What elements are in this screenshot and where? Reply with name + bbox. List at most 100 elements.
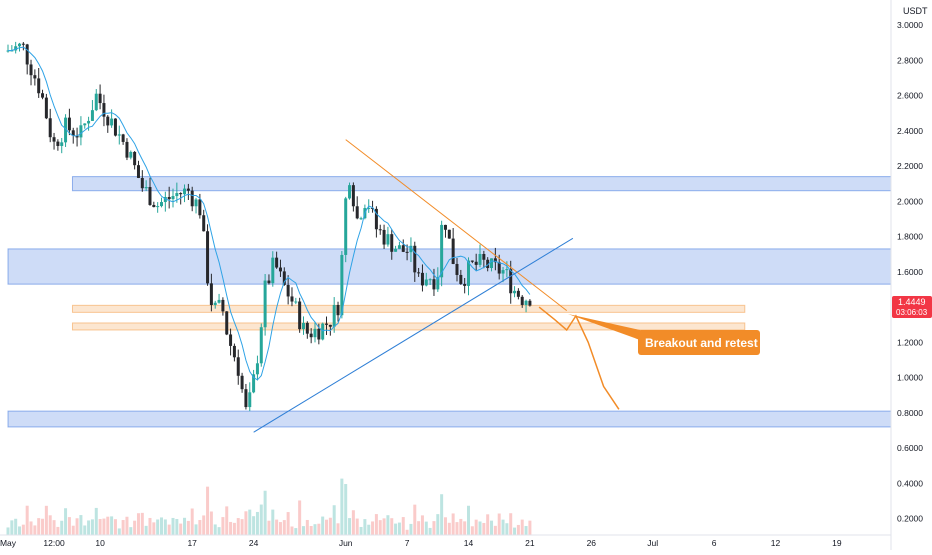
candle-body[interactable] xyxy=(351,185,355,207)
candle-body[interactable] xyxy=(75,135,79,138)
candle-body[interactable] xyxy=(390,234,394,252)
candle-body[interactable] xyxy=(198,199,202,216)
candle-body[interactable] xyxy=(470,260,474,262)
candle-body[interactable] xyxy=(505,269,509,271)
candle-body[interactable] xyxy=(236,357,240,376)
candle-body[interactable] xyxy=(493,258,497,263)
candle-body[interactable] xyxy=(497,262,501,274)
candle-body[interactable] xyxy=(98,93,102,104)
candle-body[interactable] xyxy=(298,301,302,330)
candle-body[interactable] xyxy=(463,283,467,286)
zone-band[interactable] xyxy=(71,322,746,331)
candle-body[interactable] xyxy=(206,231,210,284)
candle-body[interactable] xyxy=(424,279,428,286)
candle-body[interactable] xyxy=(301,322,305,330)
candle-body[interactable] xyxy=(140,177,144,189)
candle-body[interactable] xyxy=(374,208,378,230)
candle-body[interactable] xyxy=(133,151,137,166)
candle-body[interactable] xyxy=(183,188,187,195)
candle-body[interactable] xyxy=(382,229,386,245)
candle-body[interactable] xyxy=(87,120,91,124)
candle-body[interactable] xyxy=(148,187,152,205)
candle-body[interactable] xyxy=(344,198,348,255)
candle-body[interactable] xyxy=(371,207,375,209)
candle-body[interactable] xyxy=(160,202,163,207)
candle-body[interactable] xyxy=(83,123,87,126)
candle-body[interactable] xyxy=(420,272,424,286)
candle-body[interactable] xyxy=(136,165,140,178)
candle-body[interactable] xyxy=(325,323,329,325)
candle-body[interactable] xyxy=(417,272,421,274)
candle-body[interactable] xyxy=(171,196,175,200)
candle-body[interactable] xyxy=(501,270,505,274)
candle-body[interactable] xyxy=(79,125,83,138)
candle-body[interactable] xyxy=(432,279,436,290)
candle-body[interactable] xyxy=(459,274,463,284)
candle-body[interactable] xyxy=(213,302,217,306)
candle-body[interactable] xyxy=(225,311,229,335)
candle-body[interactable] xyxy=(33,75,37,79)
candle-body[interactable] xyxy=(455,263,459,275)
candle-body[interactable] xyxy=(367,207,371,209)
annotation-callout[interactable]: Breakout and retest xyxy=(568,314,760,355)
candle-body[interactable] xyxy=(278,267,282,272)
candle-body[interactable] xyxy=(18,43,22,47)
candle-body[interactable] xyxy=(486,259,490,269)
candle-body[interactable] xyxy=(67,117,71,131)
candle-body[interactable] xyxy=(305,322,309,334)
candle-body[interactable] xyxy=(294,301,298,303)
candle-body[interactable] xyxy=(29,64,33,76)
candle-body[interactable] xyxy=(513,290,517,294)
candle-body[interactable] xyxy=(348,185,352,199)
candle-body[interactable] xyxy=(359,218,363,220)
candle-body[interactable] xyxy=(229,334,233,346)
candle-body[interactable] xyxy=(106,116,110,126)
candle-body[interactable] xyxy=(328,324,332,327)
candle-body[interactable] xyxy=(25,44,29,65)
candle-body[interactable] xyxy=(252,374,256,393)
candle-body[interactable] xyxy=(290,296,294,302)
trendline[interactable] xyxy=(345,139,568,312)
candle-body[interactable] xyxy=(321,323,325,340)
candle-body[interactable] xyxy=(255,363,259,375)
candle-body[interactable] xyxy=(163,196,167,203)
candle-body[interactable] xyxy=(332,304,336,327)
candle-body[interactable] xyxy=(37,78,41,94)
candle-body[interactable] xyxy=(275,257,279,268)
candle-body[interactable] xyxy=(152,204,156,208)
candle-body[interactable] xyxy=(221,299,225,312)
candle-body[interactable] xyxy=(401,245,405,252)
zone-band[interactable] xyxy=(71,304,746,313)
candle-body[interactable] xyxy=(386,234,390,245)
candle-body[interactable] xyxy=(194,199,198,207)
candle-body[interactable] xyxy=(217,299,221,303)
projection-path[interactable] xyxy=(538,306,620,410)
candle-body[interactable] xyxy=(248,392,252,408)
zone-band[interactable] xyxy=(7,248,892,285)
candle-body[interactable] xyxy=(125,141,129,158)
candle-body[interactable] xyxy=(263,280,267,328)
candle-body[interactable] xyxy=(56,141,60,146)
candle-body[interactable] xyxy=(129,151,133,158)
candle-body[interactable] xyxy=(144,187,148,189)
candle-body[interactable] xyxy=(474,261,478,265)
candle-body[interactable] xyxy=(482,253,486,260)
candle-body[interactable] xyxy=(397,245,401,249)
candle-body[interactable] xyxy=(244,389,248,408)
candle-body[interactable] xyxy=(240,375,244,390)
zone-band[interactable] xyxy=(71,176,892,192)
candle-body[interactable] xyxy=(110,118,114,126)
candle-body[interactable] xyxy=(516,290,520,297)
candle-body[interactable] xyxy=(209,283,213,306)
candle-body[interactable] xyxy=(440,224,444,278)
candle-body[interactable] xyxy=(309,333,313,338)
candle-body[interactable] xyxy=(175,193,179,197)
candle-body[interactable] xyxy=(478,253,482,265)
candle-body[interactable] xyxy=(340,254,344,316)
candle-body[interactable] xyxy=(44,97,48,119)
candle-body[interactable] xyxy=(313,328,317,338)
candle-body[interactable] xyxy=(14,46,18,51)
candle-body[interactable] xyxy=(378,229,382,231)
candle-body[interactable] xyxy=(6,50,10,52)
candle-body[interactable] xyxy=(121,134,125,142)
